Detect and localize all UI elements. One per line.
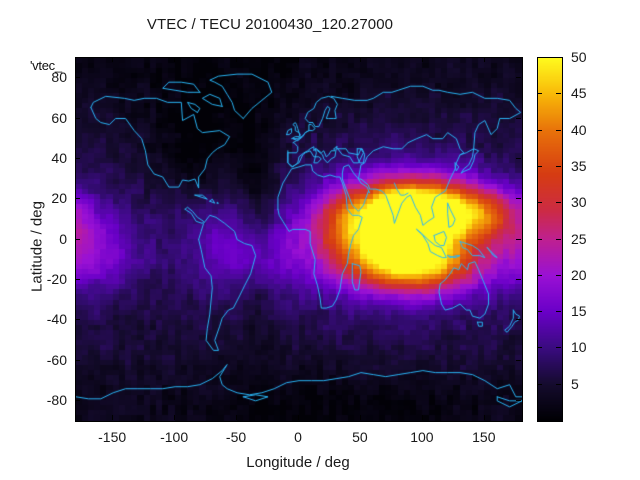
colorbar-tick-label: 35 (571, 157, 587, 174)
y-tick-label: -40 (46, 311, 67, 328)
x-tick-top (174, 57, 176, 62)
y-tick-label: -60 (46, 351, 67, 368)
colorbar-tick-right (556, 383, 561, 385)
x-tick-label: 0 (294, 429, 302, 445)
colorbar-tick (537, 202, 542, 204)
x-tick-top (298, 57, 299, 62)
y-tick (75, 77, 80, 79)
colorbar-tick (537, 129, 542, 131)
y-tick (75, 278, 80, 280)
colorbar-tick (537, 57, 542, 58)
colorbar-tick-right (556, 238, 561, 240)
colorbar-tick-right (556, 57, 561, 58)
y-tick-label: 80 (51, 69, 67, 86)
y-tick-right (516, 359, 521, 361)
y-tick-right (516, 77, 521, 79)
y-tick-label: 20 (51, 190, 67, 207)
y-tick-label: 40 (51, 149, 67, 166)
colorbar-tick (537, 347, 542, 349)
x-tick-label: -150 (98, 429, 127, 445)
colorbar-tick-label: 15 (571, 303, 587, 320)
figure-title: VTEC / TECU 20100430_120.27000 (146, 16, 394, 33)
colorbar-tick-right (556, 165, 561, 167)
coastline-overlay-canvas (76, 58, 522, 421)
colorbar-tick-right (556, 93, 561, 95)
map-plot-area (75, 57, 523, 422)
colorbar-tick-label: 50 (571, 49, 587, 65)
colorbar-tick (537, 311, 542, 313)
y-tick-label: 0 (59, 230, 67, 247)
colorbar-tick-label: 20 (571, 266, 587, 283)
y-tick-right (516, 238, 521, 240)
y-tick-right (516, 157, 521, 159)
y-tick-label: -80 (46, 391, 67, 408)
colorbar-gradient (538, 58, 562, 421)
colorbar-tick-right (556, 202, 561, 204)
x-tick-top (112, 57, 114, 62)
x-tick (112, 415, 114, 420)
x-tick (359, 415, 361, 420)
x-tick-top (483, 57, 485, 62)
x-tick-top (359, 57, 361, 62)
y-tick-right (516, 319, 521, 321)
x-tick-label: 150 (472, 429, 496, 445)
x-tick (298, 415, 299, 420)
y-tick-right (516, 198, 521, 200)
colorbar-tick-label: 45 (571, 85, 587, 102)
stray-variable-label: 'vtec_ (30, 58, 62, 73)
x-tick (421, 415, 423, 420)
x-tick-top (236, 57, 238, 62)
colorbar-tick-right (556, 129, 561, 131)
y-tick-right (516, 278, 521, 280)
y-tick (75, 117, 80, 119)
colorbar-tick-right (556, 347, 561, 349)
colorbar-tick-label: 40 (571, 121, 587, 138)
y-tick-label: 60 (51, 109, 67, 126)
y-tick-right (516, 117, 521, 119)
x-tick-top (421, 57, 423, 62)
x-tick (174, 415, 176, 420)
colorbar-tick-label: 10 (571, 339, 587, 356)
colorbar-tick-label: 5 (571, 375, 579, 392)
x-tick-label: 100 (410, 429, 434, 445)
x-tick (483, 415, 485, 420)
colorbar-tick-label: 25 (571, 230, 587, 247)
y-tick (75, 319, 80, 321)
x-axis-title: Longitude / deg (246, 454, 350, 471)
colorbar-tick (537, 165, 542, 167)
y-tick (75, 399, 80, 401)
colorbar-tick (537, 93, 542, 95)
y-axis-title: Latitude / deg (28, 201, 46, 292)
x-tick (236, 415, 238, 420)
colorbar-tick-right (556, 274, 561, 276)
colorbar-tick (537, 383, 542, 385)
colorbar (537, 57, 563, 422)
x-tick-label: -100 (160, 429, 189, 445)
colorbar-tick (537, 238, 542, 240)
colorbar-tick-label: 30 (571, 194, 587, 211)
y-tick (75, 198, 80, 200)
x-tick-label: 50 (352, 429, 368, 445)
y-tick (75, 238, 80, 240)
colorbar-tick (537, 274, 542, 276)
x-tick-label: -50 (225, 429, 247, 445)
y-tick-right (516, 399, 521, 401)
y-tick-label: -20 (46, 270, 67, 287)
y-tick (75, 157, 80, 159)
colorbar-tick-right (556, 311, 561, 313)
y-tick (75, 359, 80, 361)
